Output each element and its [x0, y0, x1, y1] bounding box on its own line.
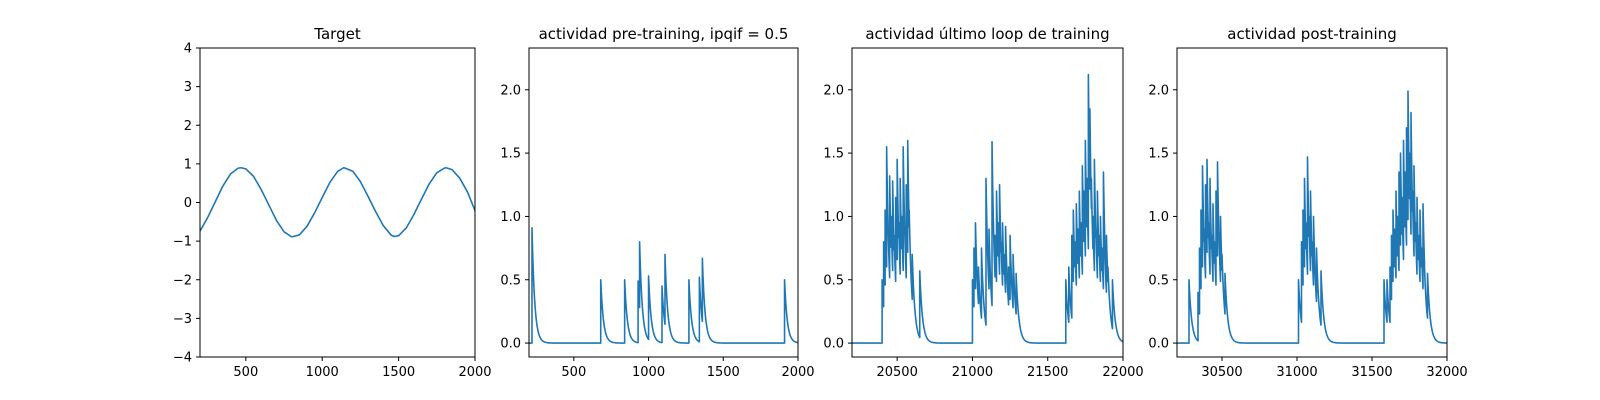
subplot-3: 20500 21000 21500 22000 0.0 0.5 1.0 1.5 2.0 activ… [823, 25, 1143, 380]
x-tick-label: 22000 [1102, 365, 1143, 380]
x-tick-label: 1000 [306, 365, 339, 380]
subplot-2: 500 1000 1500 2000 0.0 0.5 1.0 1.5 2.0 actividad … [500, 25, 814, 380]
y-tick-label: 0.0 [1148, 337, 1169, 352]
y-tick-label: 0.0 [500, 337, 521, 352]
y-tick-label: 2.0 [500, 83, 521, 98]
y-tick-label: 1.0 [1148, 210, 1169, 225]
x-tick-label: 31500 [1351, 365, 1392, 380]
axes-frame [851, 47, 1124, 358]
x-tick-label: 1500 [707, 365, 740, 380]
series-line-1 [200, 166, 475, 238]
y-tick-label: 4 [184, 42, 192, 57]
y-tick-label: −3 [173, 312, 192, 327]
x-tick-label: 1000 [632, 365, 665, 380]
y-tick-label: 1.5 [1148, 147, 1169, 162]
x-tick-label: 20500 [876, 365, 917, 380]
y-tick-label: −1 [173, 235, 192, 250]
y-tick-label: 0.5 [500, 273, 521, 288]
axes-frame [1176, 47, 1448, 358]
subplot-title: actividad post-training [1227, 25, 1396, 43]
y-tick-label: −2 [173, 273, 192, 288]
x-tick-label: 2000 [781, 365, 814, 380]
y-tick-label: 2.0 [823, 83, 844, 98]
x-tick-label: 2000 [458, 365, 491, 380]
y-tick-label: 0.0 [823, 337, 844, 352]
subplot-4: 30500 31000 31500 32000 0.0 0.5 1.0 1.5 2.0 activ… [1148, 25, 1467, 380]
axes-frame [528, 47, 799, 358]
y-tick-label: 1.0 [823, 210, 844, 225]
subplot-title: actividad último loop de training [865, 25, 1109, 43]
y-tick-label: 1 [184, 157, 192, 172]
y-tick-label: 0 [184, 196, 192, 211]
x-tick-label: 21000 [952, 365, 993, 380]
x-tick-label: 21500 [1027, 365, 1068, 380]
x-tick-label: 32000 [1426, 365, 1467, 380]
x-tick-label: 1500 [382, 365, 415, 380]
x-tick-label: 500 [561, 365, 586, 380]
x-tick-label: 30500 [1201, 365, 1242, 380]
y-tick-label: 0.5 [823, 273, 844, 288]
y-tick-label: 1.5 [500, 147, 521, 162]
y-tick-label: 0.5 [1148, 273, 1169, 288]
subplot-1: 500 1000 1500 2000 −4 −3 −2 −1 0 1 2 3 4 Target [173, 25, 492, 380]
x-tick-label: 500 [233, 365, 258, 380]
series-line-1 [1177, 90, 1447, 344]
y-tick-label: 2 [184, 119, 192, 134]
series-line-1 [529, 227, 798, 344]
y-tick-label: 1.0 [500, 210, 521, 225]
y-tick-label: −4 [173, 351, 192, 366]
x-tick-label: 31000 [1276, 365, 1317, 380]
subplot-title: Target [313, 25, 361, 43]
y-tick-label: 1.5 [823, 147, 844, 162]
y-tick-label: 2.0 [1148, 83, 1169, 98]
series-line-1 [852, 73, 1123, 344]
subplot-title: actividad pre-training, ipqif = 0.5 [539, 25, 789, 43]
y-tick-label: 3 [184, 80, 192, 95]
